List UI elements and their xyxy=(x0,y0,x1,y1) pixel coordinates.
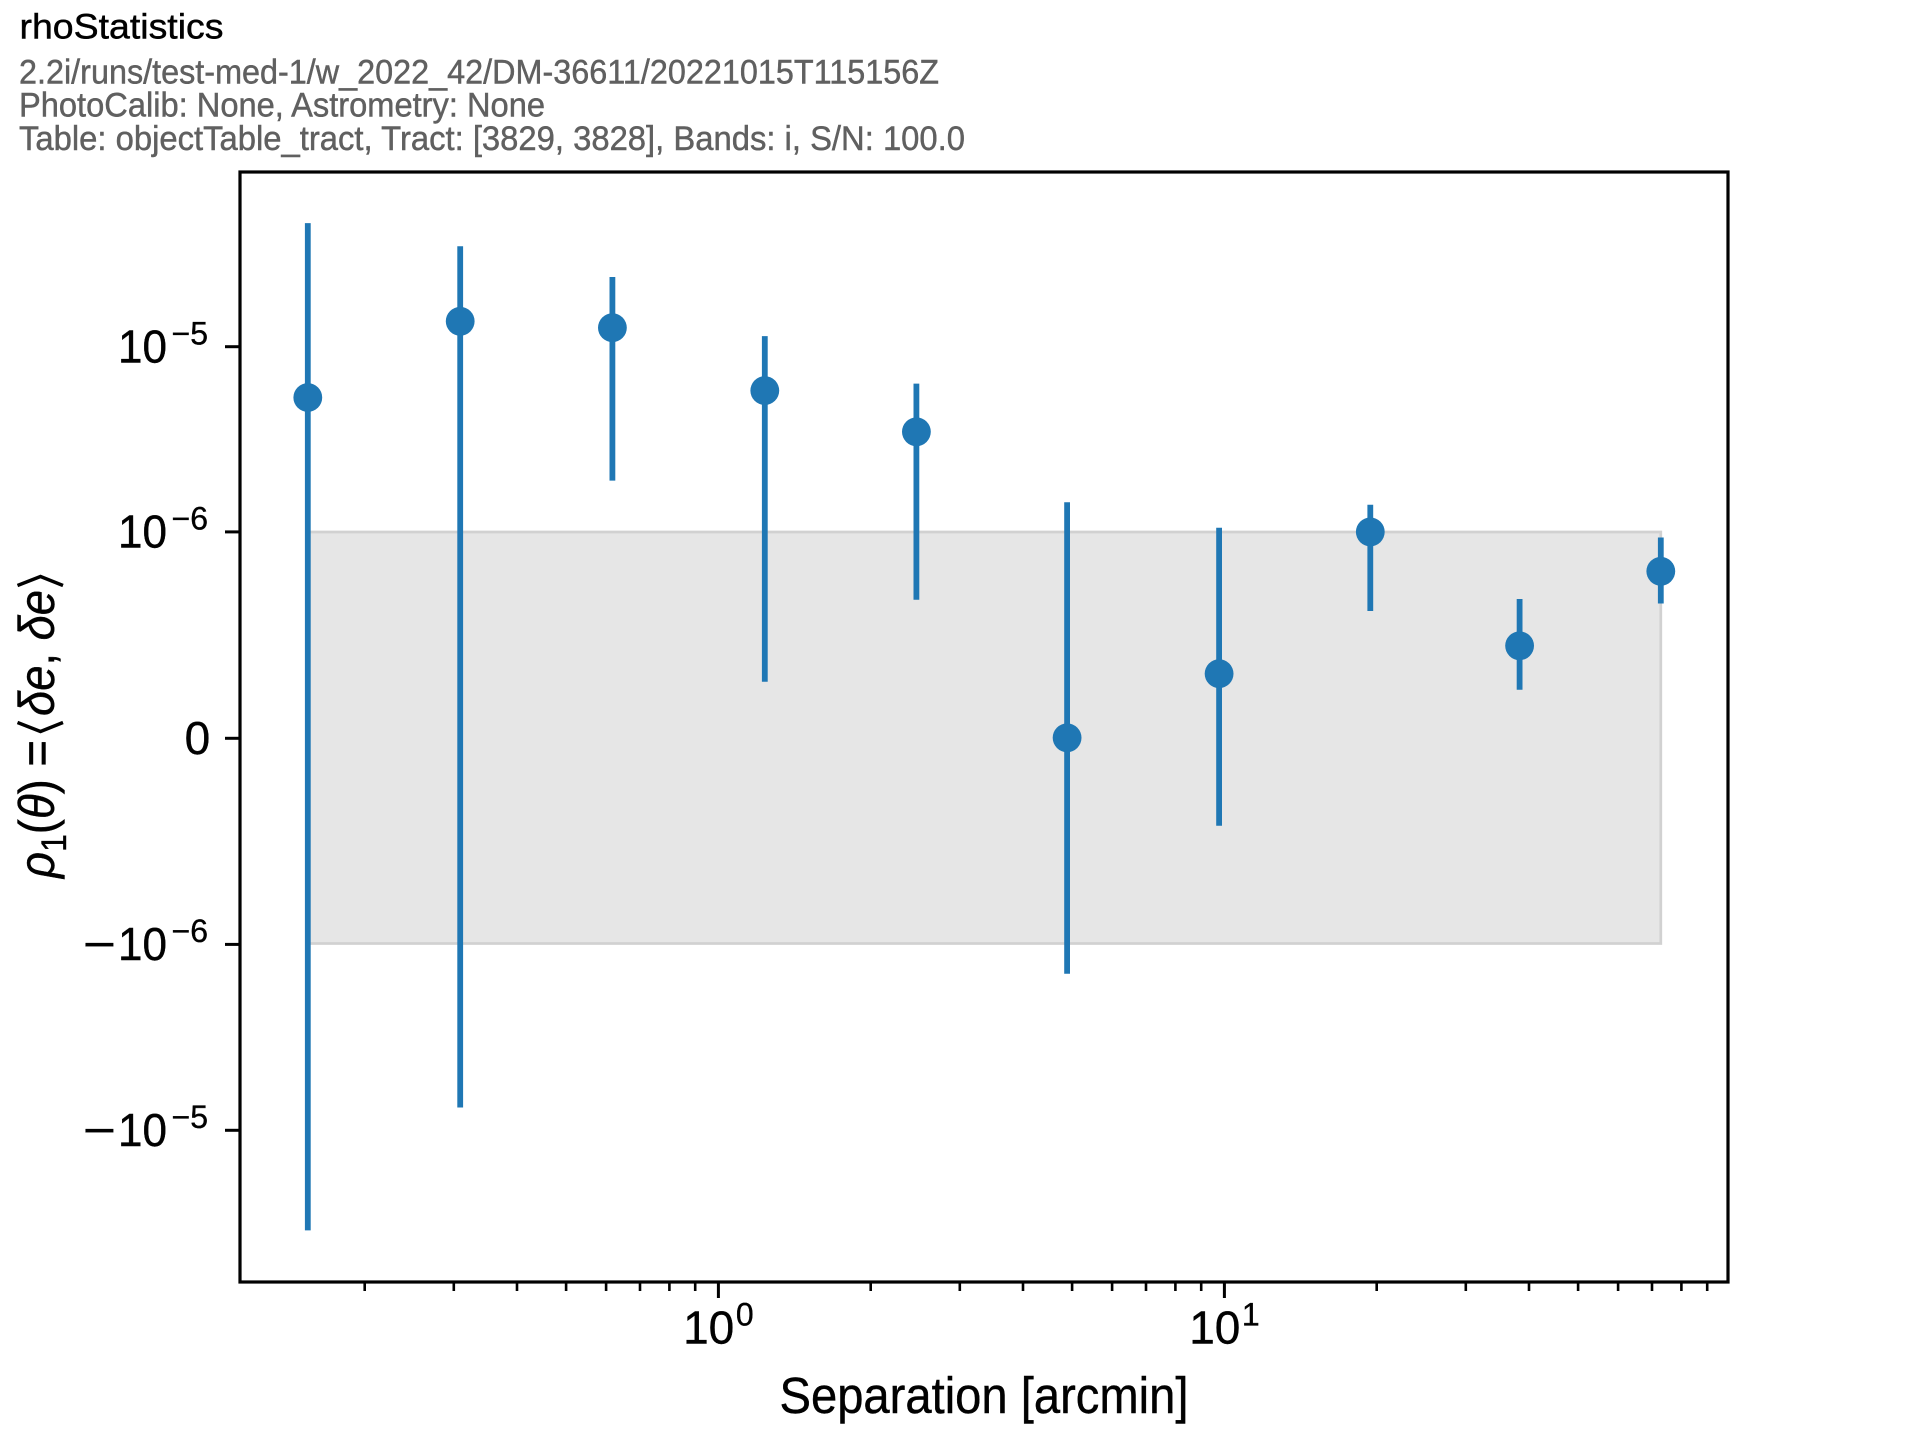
svg-text:rhoStatistics: rhoStatistics xyxy=(20,8,224,47)
svg-text:1: 1 xyxy=(1242,1297,1260,1333)
svg-text:−6: −6 xyxy=(172,501,209,537)
svg-text:δe, δe: δe, δe xyxy=(9,590,65,716)
svg-text:−5: −5 xyxy=(172,1099,209,1135)
svg-text:Table: objectTable_tract, Trac: Table: objectTable_tract, Tract: [3829, … xyxy=(19,120,965,158)
svg-text:−: − xyxy=(83,918,116,970)
svg-text:−: − xyxy=(83,1104,116,1156)
svg-text:0: 0 xyxy=(185,712,211,764)
svg-text:ρ1(θ) =: ρ1(θ) = xyxy=(9,740,74,880)
svg-text:2.2i/runs/test-med-1/w_2022_42: 2.2i/runs/test-med-1/w_2022_42/DM-36611/… xyxy=(19,54,939,92)
svg-text:PhotoCalib: None, Astrometry:: PhotoCalib: None, Astrometry: None xyxy=(19,87,545,125)
svg-text:10: 10 xyxy=(118,918,167,970)
svg-text:10: 10 xyxy=(1189,1302,1240,1354)
svg-text:−6: −6 xyxy=(172,913,209,949)
svg-text:10: 10 xyxy=(118,1104,167,1156)
svg-text:10: 10 xyxy=(118,321,167,373)
svg-text:−5: −5 xyxy=(172,316,209,352)
svg-text:10: 10 xyxy=(118,506,167,558)
svg-text:0: 0 xyxy=(736,1297,754,1333)
svg-text:Separation [arcmin]: Separation [arcmin] xyxy=(780,1367,1189,1424)
svg-text:10: 10 xyxy=(683,1302,734,1354)
